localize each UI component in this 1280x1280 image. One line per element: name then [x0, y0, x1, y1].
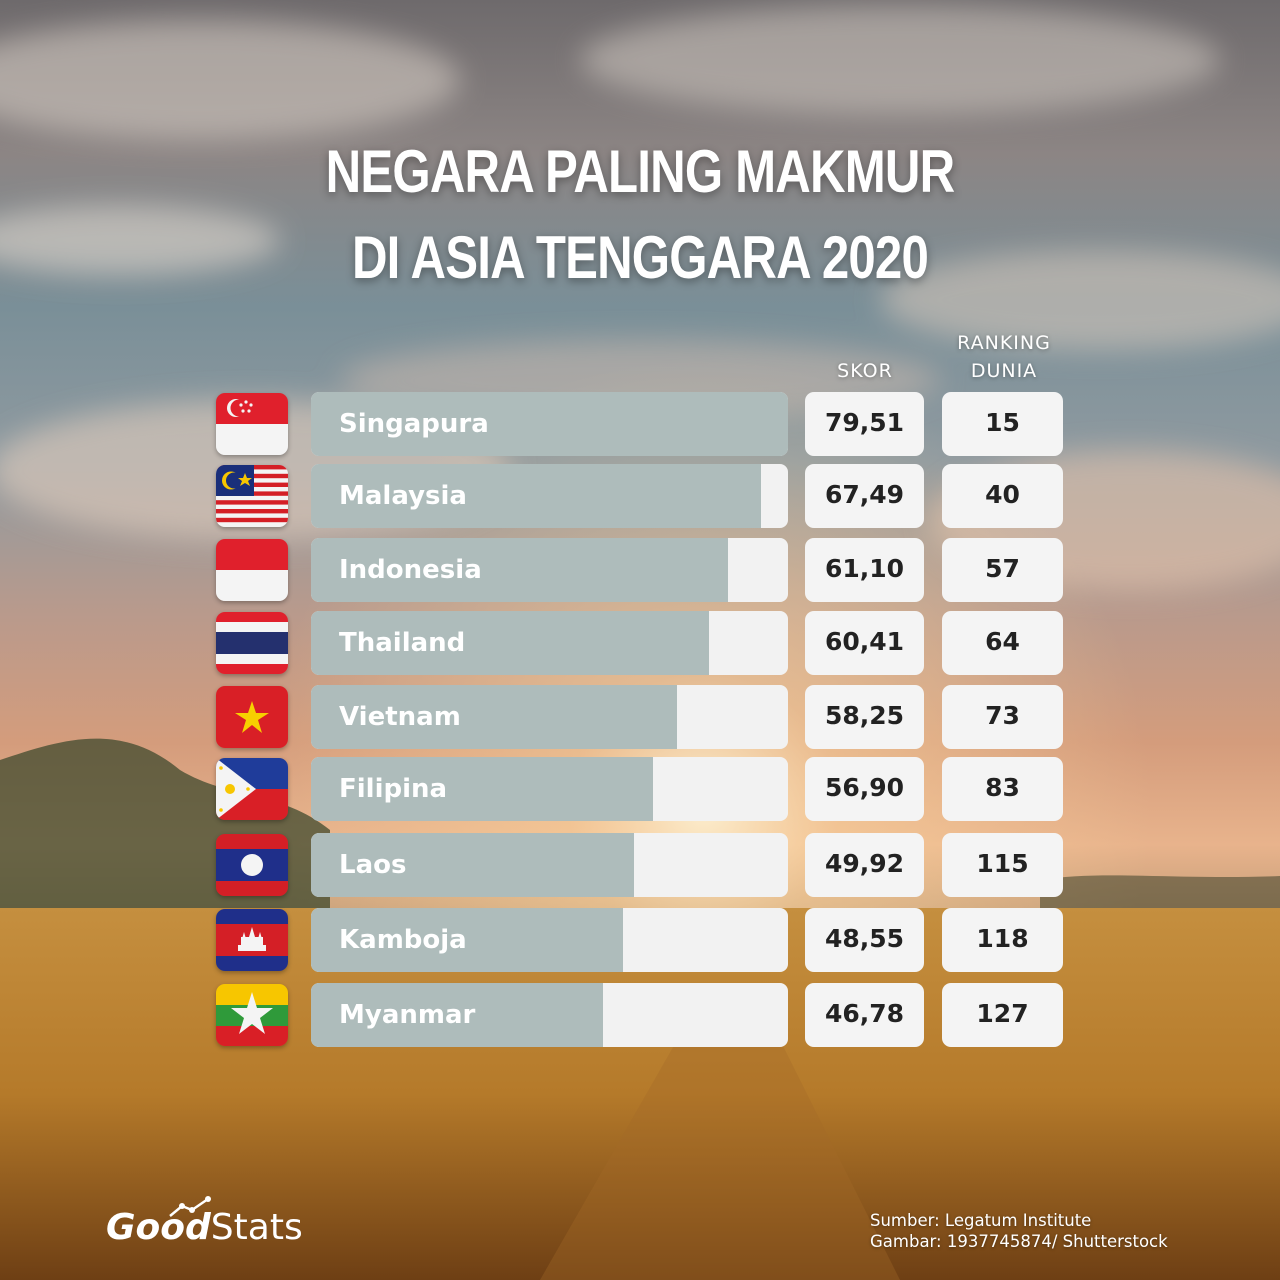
score-value: 46,78 [805, 983, 924, 1047]
laos-flag-icon [216, 834, 288, 896]
score-bar-track: Filipina [311, 757, 788, 821]
country-row-singapura: Singapura 79,51 15 [0, 392, 1280, 456]
score-value: 67,49 [805, 464, 924, 528]
image-credit-line: Gambar: 1937745874/ Shutterstock [870, 1231, 1168, 1251]
country-row-thailand: Thailand 60,41 64 [0, 611, 1280, 675]
world-ranking-value: 115 [942, 833, 1063, 897]
score-value: 60,41 [805, 611, 924, 675]
thailand-flag-icon [216, 612, 288, 674]
ranking-column-header: RANKING DUNIA [942, 330, 1066, 385]
country-name: Singapura [339, 409, 489, 439]
goodstats-logo-icon [169, 1196, 211, 1217]
world-ranking-value: 73 [942, 685, 1063, 749]
country-name: Laos [339, 850, 407, 880]
ranking-header-line1: RANKING [957, 332, 1051, 354]
score-bar-fill-malaysia [311, 464, 761, 528]
world-ranking-value: 83 [942, 757, 1063, 821]
source-credit: Sumber: Legatum Institute Gambar: 193774… [870, 1211, 1168, 1252]
score-bar-track: Malaysia [311, 464, 788, 528]
goodstats-logo: GoodStats [106, 1210, 303, 1246]
country-row-myanmar: Myanmar 46,78 127 [0, 983, 1280, 1047]
score-value: 58,25 [805, 685, 924, 749]
score-bar-track: Vietnam [311, 685, 788, 749]
score-bar-fill-singapura [311, 392, 788, 456]
country-row-indonesia: Indonesia 61,10 57 [0, 538, 1280, 602]
score-value: 49,92 [805, 833, 924, 897]
score-bar-fill-indonesia [311, 538, 729, 602]
vietnam-flag-icon [216, 686, 288, 748]
logo-good-text: Good [106, 1207, 211, 1248]
singapore-flag-icon [216, 393, 288, 455]
score-bar-fill-myanmar [311, 983, 603, 1047]
country-name: Indonesia [339, 555, 482, 585]
score-value: 61,10 [805, 538, 924, 602]
country-row-vietnam: Vietnam 58,25 73 [0, 685, 1280, 749]
indonesia-flag-icon [216, 539, 288, 601]
score-bar-fill-thailand [311, 611, 710, 675]
ranking-header-line2: DUNIA [970, 359, 1038, 382]
score-bar-track: Singapura [311, 392, 788, 456]
score-value: 48,55 [805, 908, 924, 972]
score-column-header: SKOR [805, 358, 925, 386]
score-bar-track: Myanmar [311, 983, 788, 1047]
country-name: Filipina [339, 774, 448, 804]
country-name: Malaysia [339, 481, 467, 511]
score-bar-track: Indonesia [311, 538, 788, 602]
world-ranking-value: 40 [942, 464, 1063, 528]
myanmar-flag-icon [216, 984, 288, 1046]
country-row-laos: Laos 49,92 115 [0, 833, 1280, 897]
score-bar-fill-filipina [311, 757, 653, 821]
cambodia-flag-icon [216, 909, 288, 971]
world-ranking-value: 57 [942, 538, 1063, 602]
world-ranking-value: 127 [942, 983, 1063, 1047]
score-header-label: SKOR [837, 360, 893, 382]
logo-stats-text: Stats [210, 1207, 303, 1248]
score-bar-fill-kamboja [311, 908, 624, 972]
score-bar-fill-vietnam [311, 685, 677, 749]
score-bar-fill-laos [311, 833, 634, 897]
score-value: 79,51 [805, 392, 924, 456]
country-row-malaysia: Malaysia 67,49 40 [0, 464, 1280, 528]
score-bar-track: Kamboja [311, 908, 788, 972]
chart-title-line2: DI ASIA TENGGARA 2020 [351, 224, 929, 291]
world-ranking-value: 118 [942, 908, 1063, 972]
country-name: Vietnam [339, 702, 461, 732]
world-ranking-value: 15 [942, 392, 1063, 456]
country-row-kamboja: Kamboja 48,55 118 [0, 908, 1280, 972]
philippines-flag-icon [216, 758, 288, 820]
score-bar-track: Thailand [311, 611, 788, 675]
country-name: Thailand [339, 628, 466, 658]
country-name: Kamboja [339, 925, 467, 955]
malaysia-flag-icon [216, 465, 288, 527]
world-ranking-value: 64 [942, 611, 1063, 675]
chart-title-line1: NEGARA PALING MAKMUR [325, 138, 955, 205]
country-row-filipina: Filipina 56,90 83 [0, 757, 1280, 821]
score-bar-track: Laos [311, 833, 788, 897]
score-value: 56,90 [805, 757, 924, 821]
source-line: Sumber: Legatum Institute [870, 1211, 1092, 1230]
country-name: Myanmar [339, 1000, 476, 1030]
